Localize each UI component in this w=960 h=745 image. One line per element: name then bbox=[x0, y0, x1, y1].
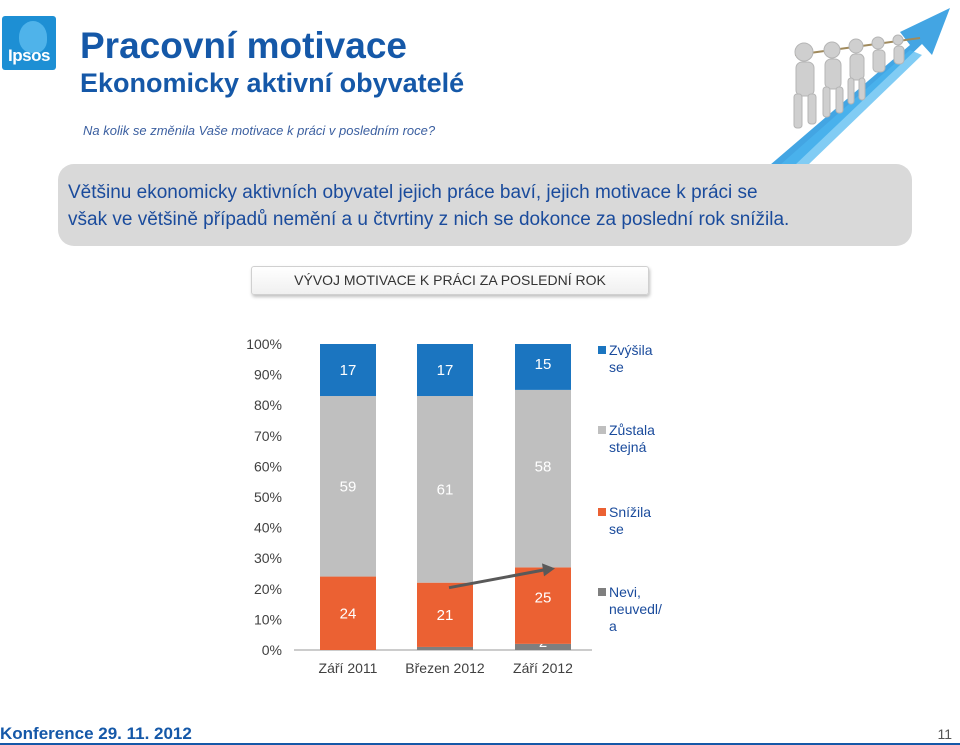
legend-swatch bbox=[598, 508, 606, 516]
y-tick-label: 20% bbox=[254, 581, 282, 597]
legend-label: neuvedl/ bbox=[609, 601, 662, 617]
chart-title: VÝVOJ MOTIVACE K PRÁCI ZA POSLEDNÍ ROK bbox=[251, 266, 649, 295]
bar-segment bbox=[515, 643, 571, 650]
data-label: 21 bbox=[437, 607, 454, 624]
y-tick-label: 50% bbox=[254, 489, 282, 505]
trend-arrow-head-icon bbox=[542, 563, 555, 577]
logo-text: Ipsos bbox=[8, 46, 50, 65]
x-category-label: Září 2011 bbox=[319, 660, 378, 676]
logo-head-icon bbox=[19, 21, 47, 53]
bar-segment bbox=[515, 389, 571, 568]
footer-divider bbox=[0, 743, 960, 745]
legend-label: a bbox=[609, 618, 617, 634]
data-label: 17 bbox=[437, 362, 454, 379]
bar-segment bbox=[320, 576, 376, 650]
bar-segment bbox=[417, 344, 473, 397]
bar-segment bbox=[320, 344, 376, 397]
trend-arrow-line bbox=[448, 567, 548, 590]
y-tick-label: 0% bbox=[262, 642, 282, 658]
x-category-label: Březen 2012 bbox=[405, 660, 485, 676]
ipsos-logo: Ipsos bbox=[2, 16, 56, 70]
bar-segment bbox=[320, 396, 376, 577]
summary-line-1: Většinu ekonomicky aktivních obyvatel je… bbox=[68, 182, 758, 203]
summary-box: Většinu ekonomicky aktivních obyvatel je… bbox=[58, 164, 912, 246]
footer-conference: Konference 29. 11. 2012 bbox=[0, 724, 192, 743]
legend-label: Nevi, bbox=[609, 584, 641, 600]
y-tick-label: 40% bbox=[254, 520, 282, 536]
page-title: Pracovní motivace bbox=[80, 25, 407, 66]
stacked-bar-chart: 0%10%20%30%40%50%60%70%80%90%100%0245917… bbox=[246, 336, 662, 676]
bar-segment bbox=[515, 344, 571, 390]
data-label: 59 bbox=[340, 478, 357, 495]
survey-question: Na kolik se změnila Vaše motivace k prác… bbox=[83, 123, 436, 138]
tug-of-war-illustration bbox=[770, 8, 950, 165]
legend-label: se bbox=[609, 359, 624, 375]
bar-segment bbox=[417, 646, 473, 650]
legend-label: Snížila bbox=[609, 504, 651, 520]
legend-swatch bbox=[598, 426, 606, 434]
legend-swatch bbox=[598, 588, 606, 596]
summary-line-2: však ve většině případů nemění a u čtvrt… bbox=[68, 209, 790, 230]
y-tick-label: 60% bbox=[254, 458, 282, 474]
legend-label: Zůstala bbox=[609, 422, 655, 438]
y-tick-label: 90% bbox=[254, 367, 282, 383]
data-label: 17 bbox=[340, 362, 357, 379]
legend-label: se bbox=[609, 521, 624, 537]
y-tick-label: 30% bbox=[254, 550, 282, 566]
y-tick-label: 80% bbox=[254, 397, 282, 413]
page-subtitle: Ekonomicky aktivní obyvatelé bbox=[80, 68, 465, 98]
legend-label: stejná bbox=[609, 439, 647, 455]
legend-swatch bbox=[598, 346, 606, 354]
y-tick-label: 100% bbox=[246, 336, 282, 352]
x-category-label: Září 2012 bbox=[513, 660, 573, 676]
y-tick-label: 70% bbox=[254, 428, 282, 444]
y-tick-label: 10% bbox=[254, 611, 282, 627]
data-label: 25 bbox=[535, 590, 552, 607]
page-number: 11 bbox=[937, 726, 952, 742]
data-label: 15 bbox=[535, 356, 552, 373]
data-label: 61 bbox=[437, 481, 454, 498]
legend-label: Zvýšila bbox=[609, 342, 653, 358]
data-label: 24 bbox=[340, 605, 357, 622]
bar-segment bbox=[515, 567, 571, 644]
bar-segment bbox=[417, 582, 473, 647]
bar-segment bbox=[417, 396, 473, 583]
data-label: 58 bbox=[535, 459, 552, 476]
